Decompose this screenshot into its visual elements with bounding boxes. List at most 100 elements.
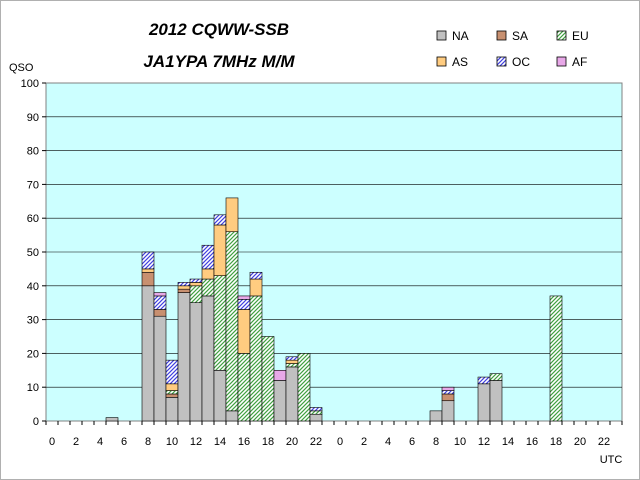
bar-sa-segment	[165, 393, 179, 398]
x-tick-label: 18	[550, 436, 562, 448]
x-axis-label: UTC	[600, 454, 623, 466]
bar-oc-segment	[249, 271, 263, 280]
y-tick-label: 30	[27, 315, 39, 327]
y-tick-label: 100	[21, 78, 39, 90]
bar-oc-segment	[201, 244, 215, 270]
bar-as-segment	[141, 268, 155, 273]
legend-label-sa: SA	[512, 29, 528, 43]
bar-eu-segment	[549, 295, 563, 422]
x-tick-label: 6	[409, 436, 415, 448]
x-tick-label: 8	[145, 436, 151, 448]
bar-as-segment	[237, 309, 251, 354]
bar-oc-segment	[189, 278, 203, 283]
x-tick-label: 10	[454, 436, 466, 448]
bar-oc-segment	[285, 356, 299, 361]
bar-na-segment	[141, 285, 155, 422]
bar-oc-segment	[441, 390, 455, 395]
legend-label-eu: EU	[572, 29, 589, 43]
bar-na-segment	[489, 380, 503, 422]
bar-eu-segment	[165, 390, 179, 395]
y-axis-label: QSO	[9, 62, 34, 74]
bar-as-segment	[177, 285, 191, 290]
bar-af-segment	[153, 292, 167, 297]
legend-swatch-oc	[496, 56, 507, 67]
bar-na-segment	[225, 410, 239, 422]
bar-na-segment	[213, 369, 227, 422]
bar-af-segment	[273, 369, 287, 381]
chart-title: 2012 CQWW-SSB	[148, 20, 289, 39]
bar-eu-segment	[237, 353, 251, 422]
bar-eu-segment	[225, 231, 239, 412]
legend-swatch-af	[556, 56, 567, 67]
bar-na-segment	[165, 397, 179, 422]
bar-na-segment	[441, 400, 455, 422]
bar-oc-segment	[237, 299, 251, 310]
bar-na-segment	[105, 417, 119, 422]
x-tick-label: 16	[526, 436, 538, 448]
legend-label-na: NA	[452, 29, 469, 43]
bar-na-segment	[477, 383, 491, 422]
x-tick-label: 10	[166, 436, 178, 448]
chart-subtitle: JA1YPA 7MHz M/M	[143, 52, 295, 71]
x-tick-label: 14	[502, 436, 514, 448]
y-tick-labels: 0 10 20 30 40 50 60 70 80 90 100	[21, 78, 46, 428]
x-tick-label: 6	[121, 436, 127, 448]
y-tick-label: 20	[27, 348, 39, 360]
bar-as-segment	[213, 224, 227, 276]
legend-label-oc: OC	[512, 55, 530, 69]
bar-oc-segment	[141, 251, 155, 270]
bar-na-segment	[309, 413, 323, 422]
bar-oc-segment	[165, 359, 179, 385]
bar-as-segment	[201, 268, 215, 280]
x-tick-label: 8	[433, 436, 439, 448]
x-tick-label: 20	[286, 436, 298, 448]
legend-swatch-na	[436, 30, 447, 41]
bar-eu-segment	[297, 353, 311, 422]
x-tick-label: 20	[574, 436, 586, 448]
legend-swatch-sa	[496, 30, 507, 41]
y-tick-label: 90	[27, 112, 39, 124]
y-tick-label: 0	[33, 416, 39, 428]
legend-label-as: AS	[452, 55, 468, 69]
bar-eu-segment	[213, 275, 227, 371]
x-tick-label: 22	[310, 436, 322, 448]
bar-na-segment	[189, 302, 203, 422]
x-tick-label: 18	[262, 436, 274, 448]
bar-as-segment	[285, 359, 299, 364]
legend-swatch-as	[436, 56, 447, 67]
bar-sa-segment	[153, 309, 167, 317]
x-tick-label: 12	[478, 436, 490, 448]
bar-eu-segment	[189, 285, 203, 303]
x-tick-label: 22	[598, 436, 610, 448]
bar-eu-segment	[489, 373, 503, 381]
x-tick-label: 2	[361, 436, 367, 448]
bar-oc-segment	[153, 295, 167, 310]
bar-eu-segment	[249, 295, 263, 422]
legend-label-af: AF	[572, 55, 587, 69]
bar-na-segment	[201, 295, 215, 422]
x-tick-label: 0	[49, 436, 55, 448]
bar-as-segment	[225, 197, 239, 233]
x-tick-label: 2	[73, 436, 79, 448]
bar-eu-segment	[261, 336, 275, 422]
x-tick-label: 4	[385, 436, 391, 448]
y-tick-label: 10	[27, 382, 39, 394]
bar-af-segment	[441, 386, 455, 391]
legend-swatch-eu	[556, 30, 567, 41]
bar-as-segment	[165, 383, 179, 391]
bar-na-segment	[285, 366, 299, 422]
bar-sa-segment	[141, 271, 155, 287]
x-tick-labels: 0 2 4 6 8 10 12 14 16 18 20 22 0 2 4 6 8 10 12 14 16 18 20 22	[45, 421, 623, 448]
y-tick-label: 40	[27, 281, 39, 293]
x-tick-label: 14	[214, 436, 226, 448]
bar-eu-segment	[285, 363, 299, 368]
bar-oc-segment	[477, 376, 491, 385]
bar-oc-segment	[309, 407, 323, 412]
bar-eu-segment	[309, 410, 323, 415]
y-tick-label: 70	[27, 179, 39, 191]
y-tick-label: 80	[27, 146, 39, 158]
bar-na-segment	[429, 410, 443, 422]
y-tick-label: 60	[27, 213, 39, 225]
